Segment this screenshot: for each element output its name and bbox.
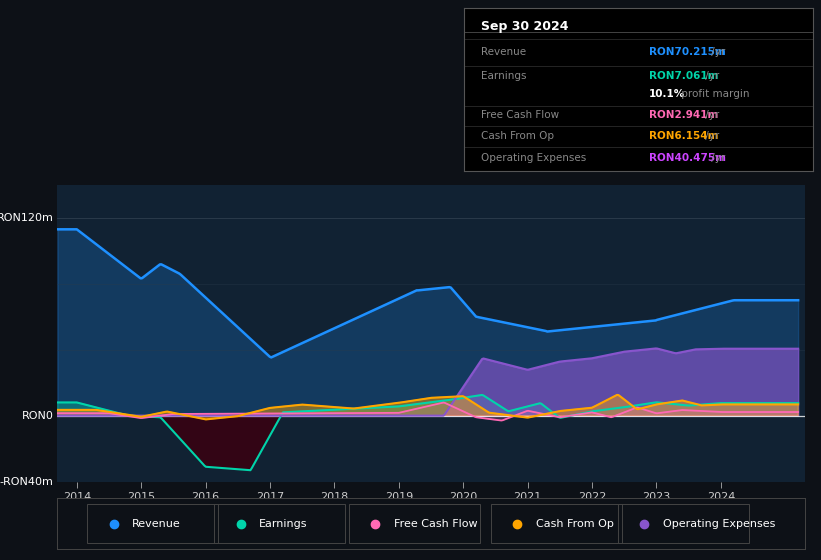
Text: -RON40m: -RON40m (0, 477, 53, 487)
Text: Free Cash Flow: Free Cash Flow (394, 519, 477, 529)
Text: Cash From Op: Cash From Op (481, 131, 554, 141)
Text: RON7.061m: RON7.061m (649, 71, 718, 81)
Text: RON0: RON0 (22, 410, 53, 421)
Text: /yr: /yr (708, 153, 726, 163)
Text: Free Cash Flow: Free Cash Flow (481, 110, 559, 120)
Text: /yr: /yr (708, 47, 726, 57)
Text: /yr: /yr (702, 110, 719, 120)
Text: Sep 30 2024: Sep 30 2024 (481, 20, 569, 33)
Text: Earnings: Earnings (259, 519, 308, 529)
Text: RON120m: RON120m (0, 213, 53, 223)
Text: RON6.154m: RON6.154m (649, 131, 718, 141)
Text: 10.1%: 10.1% (649, 90, 685, 100)
Text: Revenue: Revenue (481, 47, 526, 57)
Text: Revenue: Revenue (132, 519, 181, 529)
Text: profit margin: profit margin (678, 90, 750, 100)
Text: Operating Expenses: Operating Expenses (481, 153, 586, 163)
Text: RON70.215m: RON70.215m (649, 47, 726, 57)
Text: RON2.941m: RON2.941m (649, 110, 718, 120)
Text: RON40.475m: RON40.475m (649, 153, 726, 163)
Text: Earnings: Earnings (481, 71, 527, 81)
Text: /yr: /yr (702, 71, 719, 81)
Text: Operating Expenses: Operating Expenses (663, 519, 775, 529)
Text: /yr: /yr (702, 131, 719, 141)
Text: Cash From Op: Cash From Op (535, 519, 613, 529)
